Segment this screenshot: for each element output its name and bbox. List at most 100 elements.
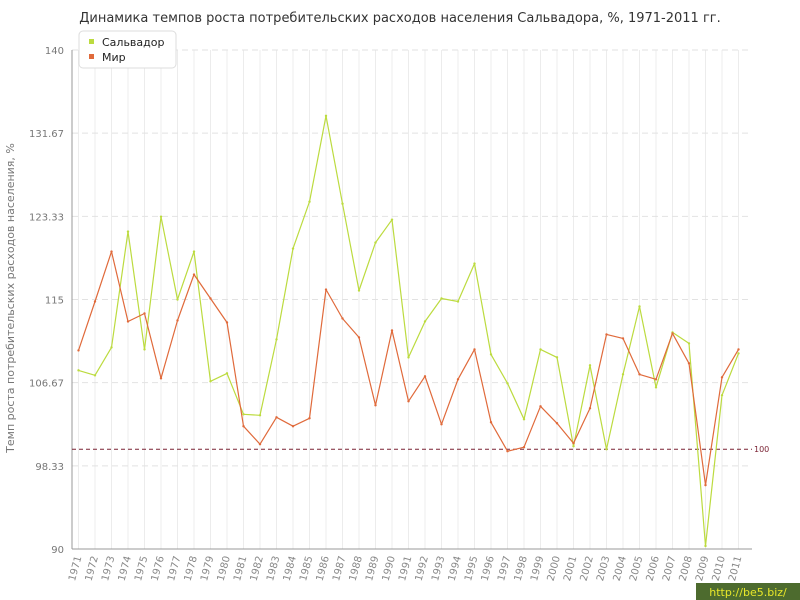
x-tick-label: 2008 — [678, 555, 695, 582]
x-tick-label: 1999 — [529, 555, 546, 582]
chart-title: Динамика темпов роста потребительских ра… — [79, 11, 721, 26]
y-tick-label: 98.33 — [35, 462, 64, 473]
x-tick-label: 1986 — [315, 555, 332, 582]
data-point — [572, 445, 575, 448]
x-tick-label: 1993 — [430, 555, 447, 582]
data-point — [143, 348, 146, 351]
x-tick-label: 1990 — [381, 555, 398, 582]
data-point — [258, 414, 262, 417]
data-point — [539, 405, 542, 408]
data-point — [638, 373, 641, 376]
data-point — [720, 376, 724, 379]
data-point — [126, 230, 130, 233]
x-tick-label: 2006 — [645, 555, 662, 582]
data-point — [192, 250, 196, 253]
data-point — [671, 332, 674, 335]
x-tick-label: 1992 — [414, 555, 431, 582]
data-point — [176, 298, 179, 301]
data-point — [407, 400, 410, 403]
x-tick-label: 1971 — [67, 555, 84, 582]
data-point — [572, 442, 575, 445]
x-tick-label: 2009 — [694, 555, 711, 582]
data-point — [473, 348, 476, 351]
data-point — [77, 369, 80, 372]
x-tick-label: 1975 — [133, 555, 150, 582]
data-point — [555, 356, 559, 359]
data-point — [225, 372, 229, 375]
data-point — [225, 321, 229, 324]
data-point — [506, 449, 509, 453]
data-point — [621, 337, 625, 340]
watermark-text: http://be5.biz/ — [709, 586, 787, 599]
x-tick-label: 1989 — [364, 555, 381, 582]
y-tick-label: 106.67 — [29, 379, 64, 390]
data-point — [423, 375, 427, 378]
data-point — [506, 382, 509, 385]
y-tick-label: 115 — [45, 296, 64, 307]
data-point — [242, 425, 245, 428]
data-point — [605, 448, 608, 451]
data-point — [324, 114, 328, 118]
data-point — [374, 241, 377, 244]
x-tick-label: 1988 — [348, 555, 365, 582]
data-point — [704, 544, 707, 548]
data-point — [654, 386, 658, 389]
x-tick-label: 2000 — [546, 555, 563, 582]
data-point — [324, 288, 328, 291]
plot-area: 90 98.33 106.67 115 123.33 131.67 140 1971 1972 1… — [29, 46, 769, 582]
data-point — [390, 218, 394, 221]
data-point — [209, 297, 212, 300]
y-axis-label: Темп роста потребительских расходов насе… — [4, 143, 17, 454]
data-point — [110, 250, 113, 253]
x-tick-label: 2010 — [711, 555, 728, 582]
data-point — [638, 305, 641, 308]
data-point — [522, 418, 526, 421]
x-tick-label: 1972 — [84, 555, 101, 582]
x-tick-label: 2007 — [661, 555, 678, 582]
data-point — [473, 262, 476, 265]
x-tick-label: 2002 — [579, 555, 596, 582]
data-point — [704, 483, 707, 487]
data-point — [93, 374, 97, 377]
data-point — [539, 348, 542, 351]
x-tick-label: 1984 — [282, 555, 299, 582]
x-tick-label: 1994 — [447, 555, 464, 582]
x-tick-label: 2003 — [595, 555, 612, 582]
data-point — [143, 312, 146, 315]
x-tick-label: 1991 — [397, 555, 414, 582]
data-point — [176, 319, 179, 322]
data-point — [687, 342, 691, 345]
data-point — [605, 333, 608, 336]
data-point — [440, 297, 443, 300]
y-tick-label: 131.67 — [29, 129, 64, 140]
y-tick-label: 123.33 — [29, 212, 64, 223]
data-point — [93, 300, 97, 303]
data-point — [77, 349, 80, 352]
data-point — [687, 362, 691, 365]
x-tick-label: 2004 — [612, 555, 629, 582]
x-tick-label: 1987 — [331, 555, 348, 582]
data-point — [522, 446, 526, 449]
data-point — [275, 416, 278, 419]
y-tick-label: 90 — [51, 545, 64, 556]
data-point — [275, 338, 278, 341]
data-point — [390, 329, 394, 332]
data-point — [357, 289, 361, 292]
y-tick-label: 140 — [45, 46, 64, 57]
data-point — [456, 378, 460, 381]
legend-label: Мир — [102, 51, 126, 64]
x-tick-label: 2011 — [727, 555, 744, 582]
x-tick-label: 1996 — [480, 555, 497, 582]
legend: Сальвадор Мир — [78, 30, 177, 69]
x-tick-label: 1985 — [298, 555, 315, 582]
legend-swatch — [89, 39, 94, 44]
data-point — [374, 404, 377, 407]
data-point — [341, 317, 344, 320]
data-point — [588, 364, 592, 367]
data-point — [341, 202, 344, 205]
x-tick-label: 1980 — [216, 555, 233, 582]
data-point — [291, 425, 295, 428]
data-point — [110, 346, 113, 349]
x-tick-label: 1983 — [265, 555, 282, 582]
legend-box — [78, 30, 177, 69]
